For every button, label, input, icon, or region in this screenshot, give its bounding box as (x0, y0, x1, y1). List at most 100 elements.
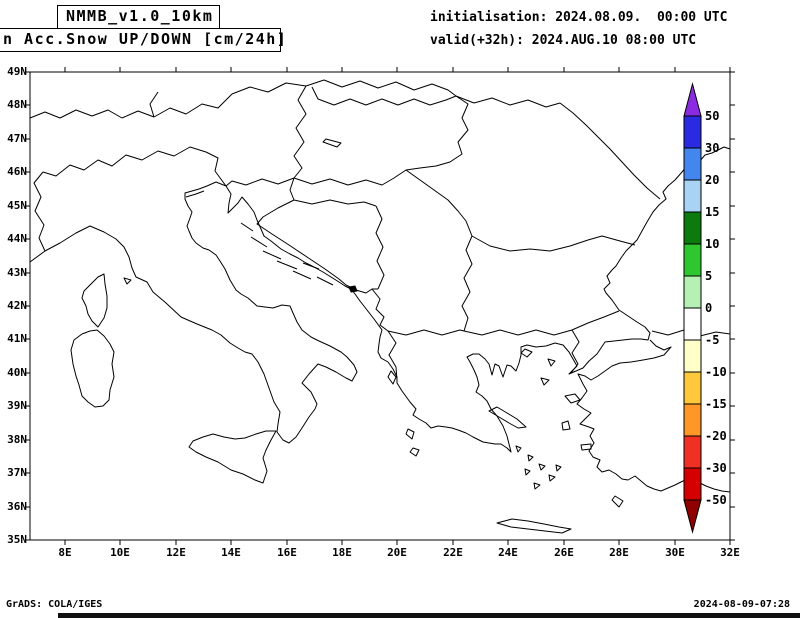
colorbar-segment (683, 211, 702, 245)
colorbar-label: 50 (705, 109, 720, 123)
island-samothrace (547, 358, 556, 367)
border-croatia-bosnia (256, 199, 347, 286)
colorbar-label: 15 (705, 205, 720, 219)
colorbar-label: -15 (705, 397, 727, 411)
plot-timestamp: 2024-08-09-07:28 (693, 599, 790, 610)
grads-credit: GrADS: COLA/IGES (6, 599, 103, 610)
colorbar-label: 20 (705, 173, 720, 187)
lat-label: 35N (7, 533, 27, 546)
colorbar-segment (683, 275, 702, 309)
lon-label: 32E (720, 546, 740, 559)
model-title-box: NMMB_v1.0_10km (57, 5, 220, 29)
ticks-top (64, 67, 731, 72)
island-euboea (488, 406, 527, 429)
coast-sardinia (70, 329, 115, 408)
lat-label: 44N (7, 232, 27, 245)
border-serbia-romania (405, 169, 473, 237)
lat-label: 37N (7, 466, 27, 479)
border-germany-austria (121, 93, 233, 119)
lon-label: 16E (277, 546, 297, 559)
colorbar-label: 10 (705, 237, 720, 251)
colorbar-segment (683, 371, 702, 405)
border-greece-turkey (570, 329, 580, 374)
border-albania-greece (387, 330, 398, 381)
island-kefalonia (405, 428, 415, 440)
lat-label: 39N (7, 399, 27, 412)
border-austria-hungary (293, 85, 307, 179)
islands-dalmatian (240, 222, 334, 286)
ticks-left (25, 71, 30, 541)
coastlines-group (29, 146, 731, 493)
colorbar (683, 82, 702, 534)
border-montenegro-albania (371, 288, 389, 332)
lat-label: 43N (7, 266, 27, 279)
colorbar-arrow-down (683, 499, 702, 534)
lat-label: 40N (7, 366, 27, 379)
coast-corsica (81, 273, 108, 328)
island-samos (580, 443, 592, 451)
colorbar-segment (683, 307, 702, 341)
lon-label: 26E (554, 546, 574, 559)
island-zakynthos (409, 447, 420, 457)
lat-label: 38N (7, 433, 27, 446)
islands-group (123, 138, 624, 534)
islands-cyclades (515, 445, 562, 490)
colorbar-segment (683, 435, 702, 469)
lon-label: 28E (609, 546, 629, 559)
border-germany-czech (149, 91, 159, 118)
lat-label: 49N (7, 65, 27, 78)
lon-label: 20E (387, 546, 407, 559)
window-edge (58, 613, 800, 618)
lon-label: 22E (443, 546, 463, 559)
venice-lagoon (185, 190, 205, 198)
model-title: NMMB_v1.0_10km (66, 7, 214, 25)
borders-group (29, 79, 661, 381)
colorbar-label: -20 (705, 429, 727, 443)
lake-balaton (322, 138, 342, 148)
island-corfu (387, 370, 397, 385)
coast-italy (29, 181, 358, 444)
coast-turkey-aegean (576, 339, 731, 493)
lat-label: 48N (7, 98, 27, 111)
border-danube-romania-bulgaria (471, 235, 636, 252)
colorbar-segment (683, 339, 702, 373)
lat-label: 47N (7, 132, 27, 145)
product-title: n Acc.Snow UP/DOWN [cm/24h] (3, 30, 288, 48)
border-sava (289, 177, 377, 207)
colorbar-segment (683, 147, 702, 181)
border-alps-italy (42, 146, 227, 187)
initialisation-text: initialisation: 2024.08.09. 00:00 UTC (430, 10, 728, 25)
border-greece-north (387, 329, 573, 336)
lat-label: 42N (7, 299, 27, 312)
product-title-box: n Acc.Snow UP/DOWN [cm/24h] (0, 28, 288, 52)
lon-label: 8E (58, 546, 72, 559)
colorbar-label: -30 (705, 461, 727, 475)
colorbar-segment (683, 243, 702, 277)
colorbar-arrow-up (683, 82, 702, 117)
border-bosnia-montenegro (345, 284, 378, 294)
colorbar-segment (683, 115, 702, 149)
island-chios (561, 420, 571, 431)
lat-label: 36N (7, 500, 27, 513)
lon-label: 24E (498, 546, 518, 559)
lon-label: 18E (332, 546, 352, 559)
border-slovakia-hungary (311, 86, 457, 106)
colorbar-label: 30 (705, 141, 720, 155)
lon-label: 30E (665, 546, 685, 559)
island-thasos (520, 348, 533, 358)
colorbar-label: -10 (705, 365, 727, 379)
border-moldova-ukraine (559, 102, 661, 200)
border-romania-west (405, 95, 469, 171)
lon-label: 10E (110, 546, 130, 559)
lon-label: 14E (221, 546, 241, 559)
map-frame-group (25, 67, 735, 545)
colorbar-label: 5 (705, 269, 713, 283)
ticks-right (730, 71, 735, 541)
island-lesbos (564, 393, 581, 404)
colorbar-segment (683, 403, 702, 437)
border-romania-ukraine (455, 95, 561, 108)
ticks-bottom (64, 540, 731, 545)
border-slovenia-croatia (225, 177, 295, 187)
